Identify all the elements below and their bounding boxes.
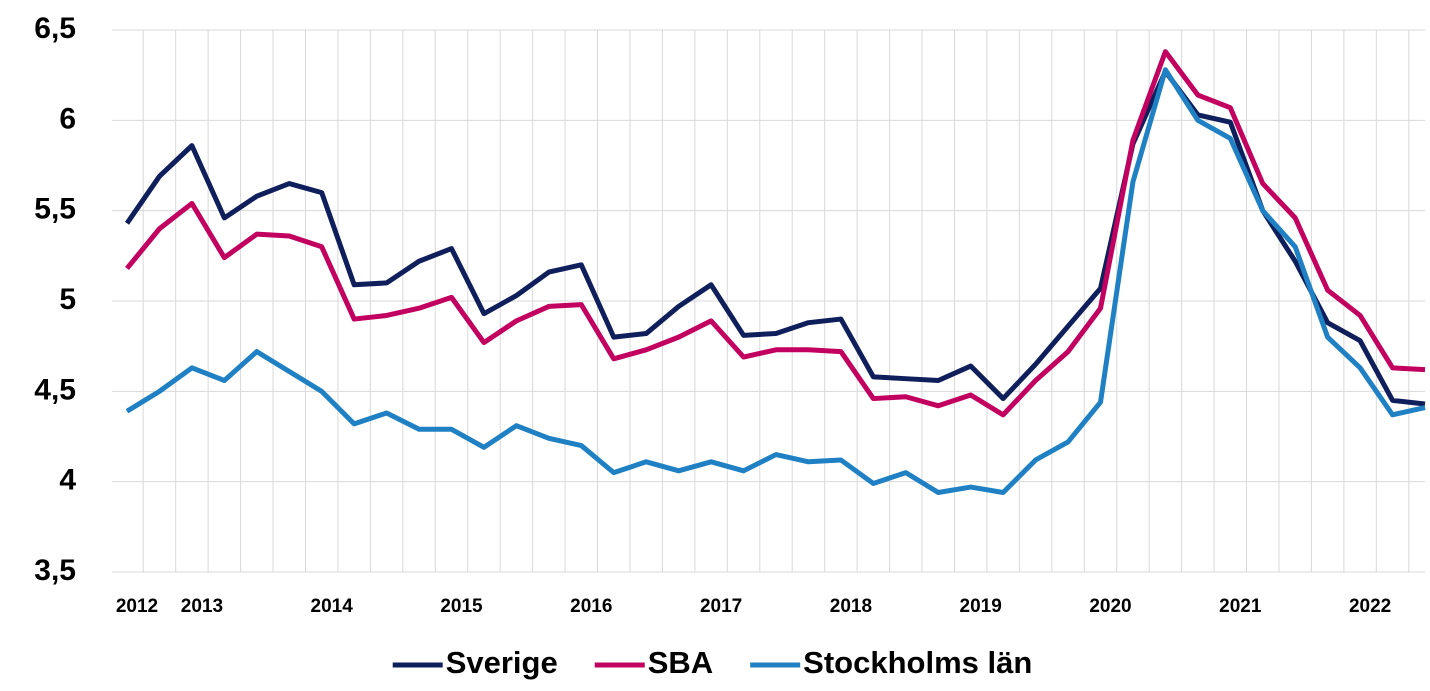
y-tick-label: 6 — [59, 102, 76, 135]
y-tick-label: 4,5 — [34, 373, 76, 406]
x-tick-label: 2020 — [1089, 596, 1131, 617]
y-tick-label: 3,5 — [34, 554, 76, 587]
x-tick-label: 2013 — [181, 596, 223, 617]
x-tick-label: 2014 — [311, 596, 354, 617]
x-tick-label: 2021 — [1219, 596, 1262, 617]
x-tick-label: 2018 — [830, 596, 872, 617]
x-tick-label: 2017 — [700, 596, 742, 617]
y-tick-label: 4 — [59, 464, 76, 497]
y-tick-label: 6,5 — [34, 12, 76, 45]
y-tick-label: 5,5 — [34, 193, 76, 226]
series-line — [125, 67, 1426, 496]
legend-label: Stockholms län — [803, 645, 1032, 680]
x-tick-label: 2022 — [1349, 596, 1391, 617]
legend-label: SBA — [648, 645, 713, 680]
x-tick-label: 2019 — [960, 596, 1002, 617]
x-tick-label: 2015 — [440, 596, 483, 617]
x-tick-label: 2016 — [570, 596, 612, 617]
series-line — [125, 49, 1426, 418]
series-line — [124, 69, 1426, 407]
x-tick-label: 2012 — [116, 596, 158, 617]
legend-label: Sverige — [446, 645, 558, 680]
y-tick-label: 5 — [59, 283, 76, 316]
